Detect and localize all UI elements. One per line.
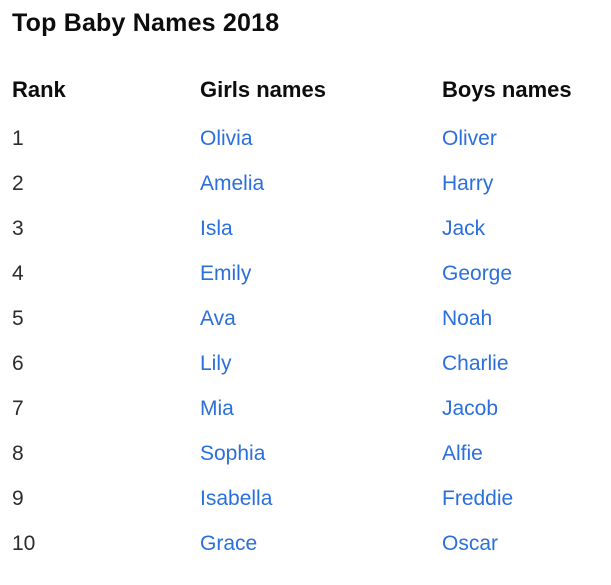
table-row: 3 Isla Jack	[12, 218, 597, 263]
boy-name-link[interactable]: Oliver	[442, 127, 497, 150]
column-header-girls-names: Girls names	[200, 77, 326, 102]
girl-name-link[interactable]: Olivia	[200, 127, 253, 150]
table-row: 10 Grace Oscar	[12, 533, 597, 578]
column-header-boys-names: Boys names	[442, 77, 572, 102]
table-row: 8 Sophia Alfie	[12, 443, 597, 488]
page-title: Top Baby Names 2018	[12, 9, 280, 37]
boy-name-link[interactable]: Jacob	[442, 397, 499, 420]
boy-name-link[interactable]: George	[442, 262, 513, 285]
rank-cell: 7	[12, 397, 24, 420]
table-row: 2 Amelia Harry	[12, 173, 597, 218]
column-header-rank: Rank	[12, 77, 66, 102]
table-row: 7 Mia Jacob	[12, 398, 597, 443]
rank-cell: 8	[12, 442, 24, 465]
table-row: 6 Lily Charlie	[12, 353, 597, 398]
rank-cell: 5	[12, 307, 24, 330]
girl-name-link[interactable]: Sophia	[200, 442, 266, 465]
girl-name-link[interactable]: Ava	[200, 307, 236, 330]
girl-name-link[interactable]: Emily	[200, 262, 252, 285]
girl-name-link[interactable]: Mia	[200, 397, 234, 420]
girl-name-link[interactable]: Lily	[200, 352, 232, 375]
rank-cell: 9	[12, 487, 24, 510]
boy-name-link[interactable]: Jack	[442, 217, 486, 240]
rank-cell: 2	[12, 172, 24, 195]
rank-cell: 4	[12, 262, 24, 285]
rank-cell: 3	[12, 217, 24, 240]
boy-name-link[interactable]: Noah	[442, 307, 493, 330]
table-header-row: Rank Girls names Boys names	[12, 78, 597, 128]
rank-cell: 10	[12, 532, 36, 555]
baby-names-table: Rank Girls names Boys names 1 Olivia Oli…	[12, 78, 597, 578]
boy-name-link[interactable]: Harry	[442, 172, 494, 195]
girl-name-link[interactable]: Isla	[200, 217, 233, 240]
boy-name-link[interactable]: Freddie	[442, 487, 514, 510]
rank-cell: 1	[12, 127, 24, 150]
boy-name-link[interactable]: Oscar	[442, 532, 499, 555]
table-row: 4 Emily George	[12, 263, 597, 308]
girl-name-link[interactable]: Isabella	[200, 487, 273, 510]
girl-name-link[interactable]: Grace	[200, 532, 258, 555]
boy-name-link[interactable]: Charlie	[442, 352, 509, 375]
table-row: 1 Olivia Oliver	[12, 128, 597, 173]
rank-cell: 6	[12, 352, 24, 375]
girl-name-link[interactable]: Amelia	[200, 172, 265, 195]
boy-name-link[interactable]: Alfie	[442, 442, 483, 465]
table-row: 9 Isabella Freddie	[12, 488, 597, 533]
table-row: 5 Ava Noah	[12, 308, 597, 353]
